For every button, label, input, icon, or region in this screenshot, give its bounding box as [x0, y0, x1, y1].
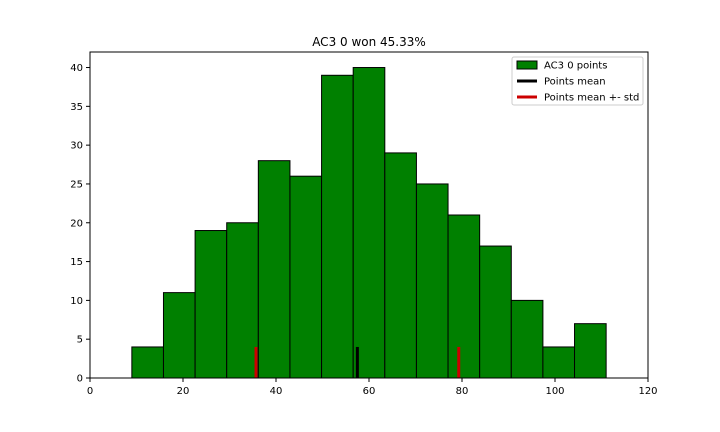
- y-tick-label: 40: [70, 63, 83, 74]
- histogram-bar: [352, 67, 386, 379]
- histogram-bar: [447, 214, 481, 379]
- legend-box: [511, 56, 644, 106]
- histogram-bar: [194, 230, 228, 379]
- y-tick-label: 0: [77, 374, 83, 385]
- y-tick-label: 5: [77, 335, 83, 346]
- histogram-bar: [542, 346, 576, 379]
- legend-label: AC3 0 points: [544, 61, 607, 72]
- x-tick-label: 100: [545, 386, 564, 397]
- histogram-bar: [384, 152, 417, 379]
- histogram-bar: [131, 346, 164, 379]
- histogram-bar: [257, 160, 291, 379]
- x-tick-label: 0: [87, 386, 93, 397]
- x-tick-label: 60: [363, 386, 376, 397]
- histogram-bar: [574, 323, 607, 379]
- legend: AC3 0 points Points mean Points mean +- st…: [511, 56, 644, 106]
- y-tick-label: 25: [70, 179, 83, 190]
- legend-swatch: [516, 60, 538, 70]
- markers-group: [254, 346, 461, 378]
- y-tick-label: 30: [70, 141, 83, 152]
- histogram-bar: [226, 222, 259, 379]
- bars-group: [131, 67, 607, 379]
- histogram-bar: [510, 299, 544, 379]
- histogram-bar: [289, 175, 323, 379]
- histogram-bar: [415, 183, 449, 379]
- histogram-bar: [162, 292, 196, 379]
- legend-label: Points mean +- std: [544, 93, 639, 104]
- legend-label: Points mean: [544, 77, 606, 88]
- y-tick-label: 35: [70, 102, 83, 113]
- y-axis: 0 5 10 15 20 25 30 35 40: [70, 63, 90, 385]
- x-tick-label: 20: [177, 386, 190, 397]
- x-axis: 0 20 40 60 80 100 120: [87, 378, 658, 397]
- x-tick-label: 40: [270, 386, 283, 397]
- y-tick-label: 15: [70, 257, 83, 268]
- histogram-bar: [321, 74, 354, 379]
- x-tick-label: 120: [638, 386, 657, 397]
- histogram-bar: [479, 245, 512, 379]
- x-tick-label: 80: [456, 386, 469, 397]
- y-tick-label: 20: [70, 218, 83, 229]
- chart-title: AC3 0 won 45.33%: [312, 35, 426, 49]
- y-tick-label: 10: [70, 296, 83, 307]
